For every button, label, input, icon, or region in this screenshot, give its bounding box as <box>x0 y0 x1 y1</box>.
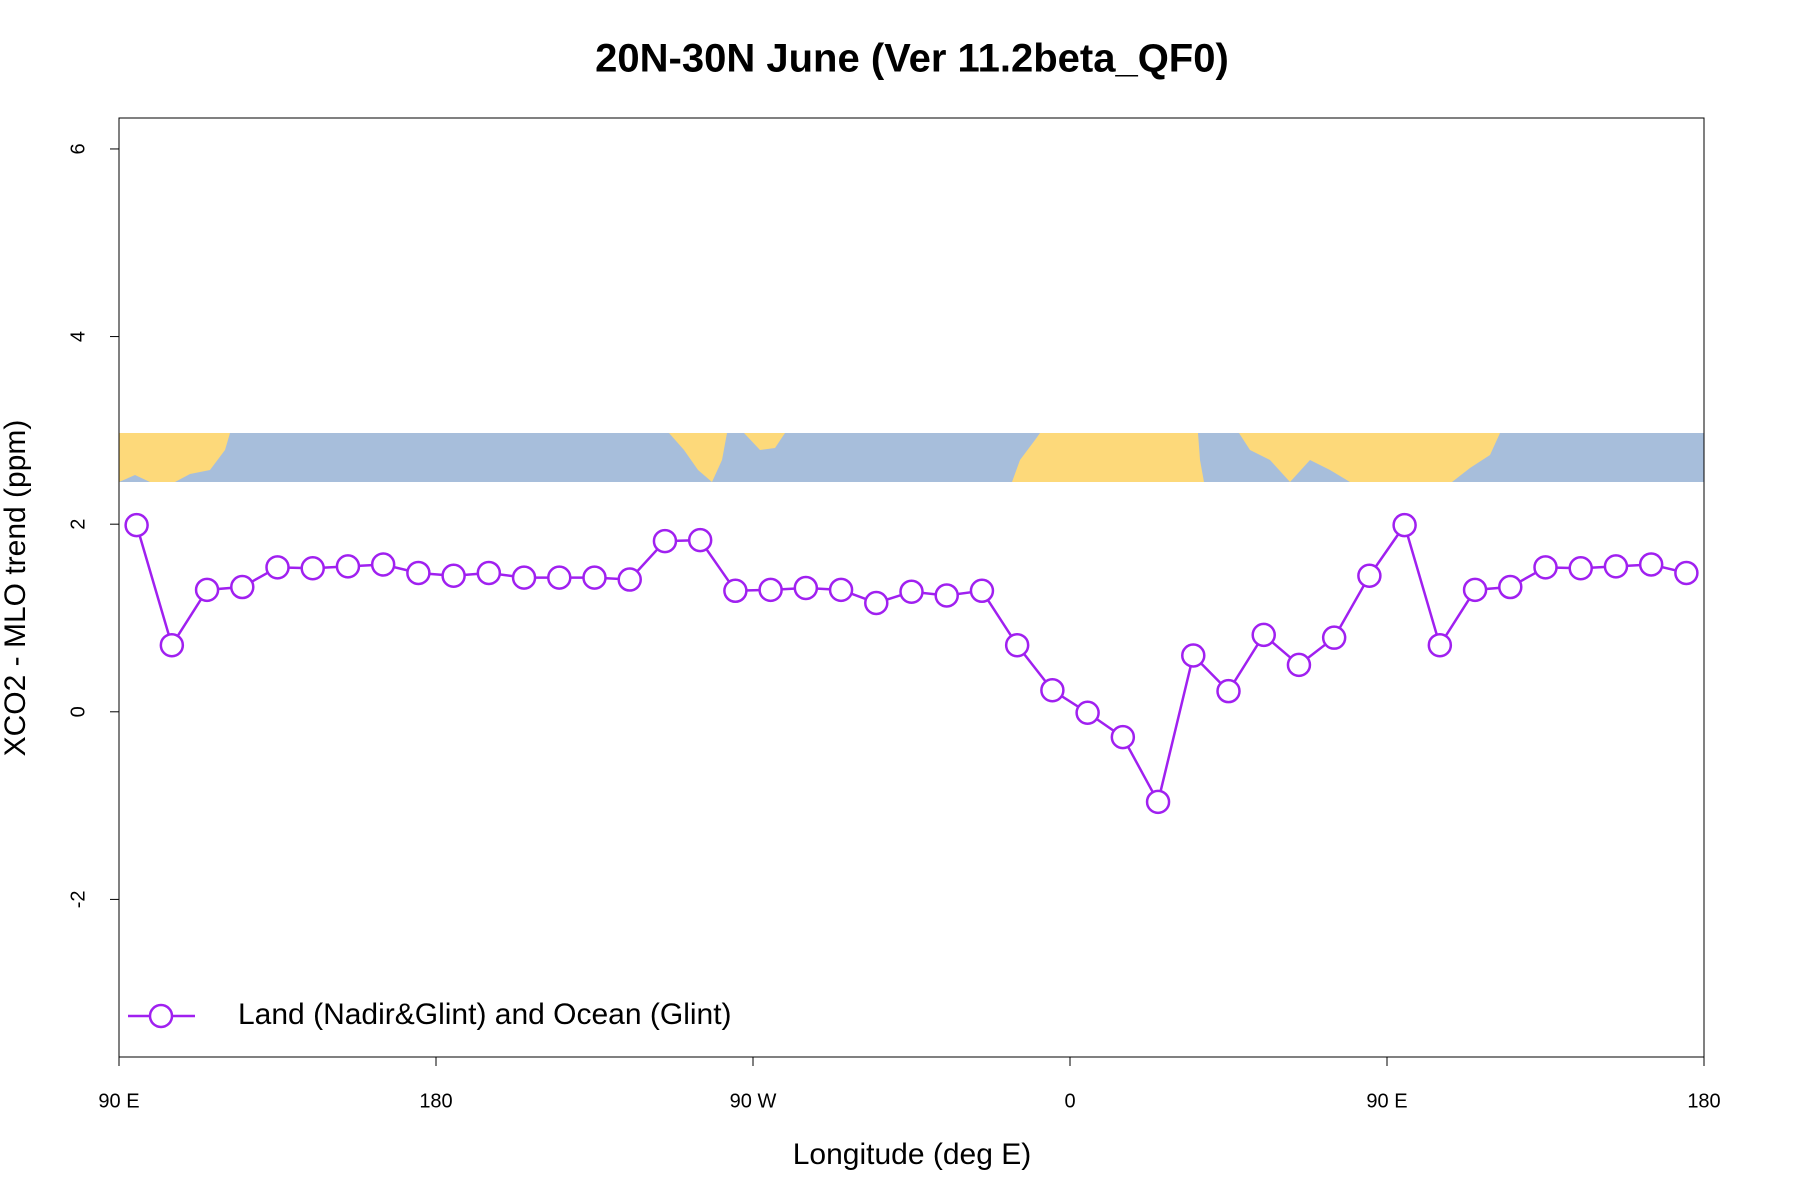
legend-label: Land (Nadir&Glint) and Ocean (Glint) <box>238 998 732 1031</box>
point <box>723 578 748 604</box>
x-tick-label: 180 <box>419 1090 452 1112</box>
point <box>1321 625 1347 650</box>
point <box>1674 560 1699 586</box>
point <box>194 577 220 603</box>
point <box>230 574 255 600</box>
point <box>1004 632 1030 658</box>
point <box>1427 632 1453 658</box>
point <box>300 556 325 581</box>
point <box>793 575 819 601</box>
point <box>370 552 396 577</box>
map-strip <box>119 433 1704 482</box>
x-tick-label: 90 W <box>730 1090 777 1112</box>
point <box>265 555 290 580</box>
point <box>1286 652 1312 678</box>
x-tick-label: 90 E <box>98 1090 139 1112</box>
point <box>899 579 924 604</box>
x-tick-label: 180 <box>1687 1090 1720 1112</box>
point <box>1568 556 1593 581</box>
point <box>864 590 889 616</box>
point <box>1603 554 1629 579</box>
plot-frame <box>118 117 1705 1058</box>
point <box>1638 552 1664 577</box>
point <box>1216 678 1241 704</box>
point <box>1533 555 1558 580</box>
point <box>159 632 185 658</box>
x-tick-label: 0 <box>1064 1090 1075 1112</box>
y-tick-label: 6 <box>67 143 89 154</box>
point <box>1357 563 1382 589</box>
y-tick-label: 4 <box>67 331 89 342</box>
point <box>1392 512 1417 538</box>
y-axis-label: XCO2 - MLO trend (ppm) <box>0 420 32 757</box>
point <box>687 527 713 553</box>
point <box>1145 789 1171 815</box>
point <box>511 565 537 590</box>
point <box>1251 622 1276 648</box>
point <box>1075 700 1100 725</box>
point <box>758 577 783 603</box>
series-line <box>135 522 1687 806</box>
point <box>934 583 959 608</box>
x-axis-label: Longitude (deg E) <box>793 1138 1032 1171</box>
point <box>652 528 678 554</box>
y-tick-label: 2 <box>67 519 89 530</box>
point <box>406 560 431 586</box>
point <box>1498 574 1523 600</box>
point <box>441 563 466 589</box>
chart-title: 20N-30N June (Ver 11.2beta_QF0) <box>595 37 1229 81</box>
x-tick-label: 90 E <box>1366 1090 1407 1112</box>
y-tick-label: 0 <box>67 706 89 717</box>
point <box>124 512 149 538</box>
point <box>335 554 361 579</box>
point <box>617 567 642 592</box>
point <box>1040 677 1065 703</box>
point <box>1110 724 1136 750</box>
y-tick-label: -2 <box>67 891 89 909</box>
point <box>828 577 854 603</box>
legend-marker <box>148 1003 174 1029</box>
point <box>969 578 995 604</box>
point <box>1462 577 1488 603</box>
point <box>476 560 502 586</box>
point <box>547 565 572 590</box>
point <box>582 565 607 590</box>
point <box>1181 643 1206 668</box>
